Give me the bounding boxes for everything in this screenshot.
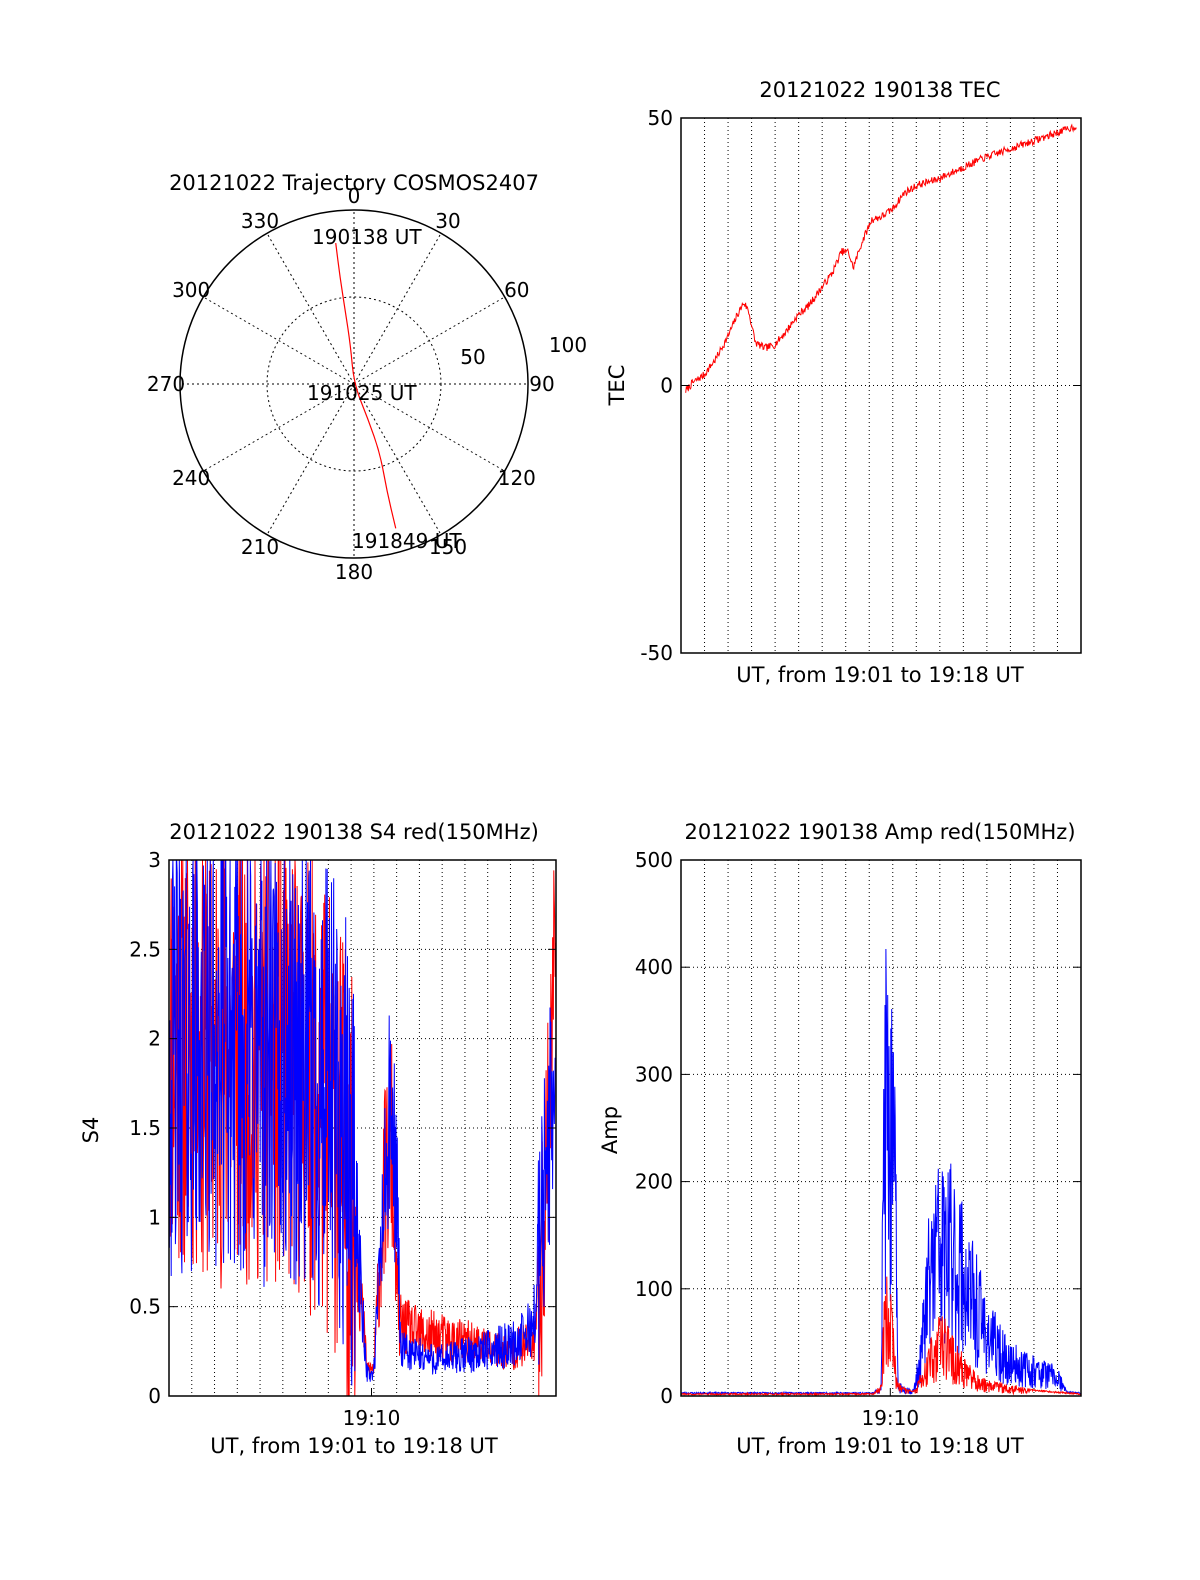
s4-x-tick-label: 19:10 xyxy=(343,1406,401,1430)
polar-azimuth-label: 150 xyxy=(429,535,467,559)
y-tick-label: -50 xyxy=(640,641,673,665)
y-tick-label: 500 xyxy=(635,848,673,872)
polar-spoke-60 xyxy=(353,296,505,385)
polar-spoke-330 xyxy=(266,233,355,385)
polar-azimuth-label: 330 xyxy=(241,209,279,233)
trajectory-polar-panel: 20121022 Trajectory COSMOS2407 0 30 60 90 12… xyxy=(147,171,587,584)
polar-azimuth-label: 210 xyxy=(241,535,279,559)
y-tick-label: 0 xyxy=(148,1384,161,1408)
polar-spoke-210 xyxy=(266,383,355,535)
polar-outer-circle xyxy=(179,209,529,559)
polar-azimuth-label: 240 xyxy=(172,466,210,490)
polar-spoke-30 xyxy=(353,233,442,385)
polar-azimuth-label: 300 xyxy=(172,278,210,302)
y-tick-label: 3 xyxy=(148,848,161,872)
polar-azimuth-label: 60 xyxy=(504,278,529,302)
s4-y-axis-label: S4 xyxy=(79,1117,103,1144)
amp-grid xyxy=(681,860,1081,1396)
polar-spoke-240 xyxy=(203,383,355,472)
polar-spoke-150 xyxy=(353,383,442,535)
amp-y-axis-label: Amp xyxy=(598,1106,622,1154)
tec-title: 20121022 190138 TEC xyxy=(759,78,1000,102)
series-line-blue xyxy=(168,859,557,1386)
y-tick-label: 300 xyxy=(635,1062,673,1086)
s4-series xyxy=(168,859,557,1397)
trajectory-title: 20121022 Trajectory COSMOS2407 xyxy=(169,171,539,195)
polar-radial-label-100: 100 xyxy=(549,333,587,357)
amp-x-axis-label: UT, from 19:01 to 19:18 UT xyxy=(736,1434,1024,1458)
amp-plot-frame xyxy=(680,859,1082,1397)
s4-x-axis-label: UT, from 19:01 to 19:18 UT xyxy=(210,1434,498,1458)
polar-azimuth-label: 270 xyxy=(147,372,185,396)
polar-azimuth-label: 0 xyxy=(348,184,361,208)
tec-series-line xyxy=(685,123,1077,393)
amp-series xyxy=(680,948,1082,1397)
polar-azimuth-label: 120 xyxy=(498,466,536,490)
polar-azimuth-label: 180 xyxy=(335,560,373,584)
amp-y-tick-labels: 0 100 200 300 400 500 xyxy=(635,848,1081,1408)
tec-panel: 20121022 190138 TEC -50 0 50 TEC UT, from … xyxy=(605,78,1082,687)
polar-azimuth-label: 30 xyxy=(435,209,460,233)
polar-azimuth-label: 90 xyxy=(529,372,554,396)
polar-azimuth-labels: 0 30 60 90 120 150 180 210 240 270 300 330 xyxy=(147,184,555,584)
trajectory-trace xyxy=(335,242,397,529)
amp-title: 20121022 190138 Amp red(150MHz) xyxy=(684,820,1075,844)
y-tick-label: 200 xyxy=(635,1170,673,1194)
polar-spoke-120 xyxy=(353,383,505,472)
amp-panel: 20121022 190138 Amp red(150MHz) 0 100 200 3… xyxy=(598,820,1082,1458)
y-tick-label: 100 xyxy=(635,1277,673,1301)
y-tick-label: 0.5 xyxy=(129,1295,161,1319)
amp-x-tick-label: 19:10 xyxy=(861,1406,919,1430)
tec-grid xyxy=(681,118,1081,653)
polar-spoke-300 xyxy=(203,296,355,385)
tec-y-tick-labels: -50 0 50 xyxy=(640,106,1081,665)
s4-title: 20121022 190138 S4 red(150MHz) xyxy=(169,820,539,844)
polar-radial-label-50: 50 xyxy=(460,345,485,369)
tec-y-axis-label: TEC xyxy=(605,365,629,407)
trajectory-mid-annotation: 191025 UT xyxy=(307,381,417,405)
series-line-blue xyxy=(680,948,1082,1396)
s4-panel: 20121022 190138 S4 red(150MHz) 0 0.5 1 1.5 2… xyxy=(79,820,557,1458)
y-tick-label: 1.5 xyxy=(129,1116,161,1140)
y-tick-label: 1 xyxy=(148,1205,161,1229)
trajectory-end-annotation: 191849 UT xyxy=(352,529,462,553)
tec-x-axis-label: UT, from 19:01 to 19:18 UT xyxy=(736,663,1024,687)
trajectory-start-annotation: 190138 UT xyxy=(312,225,422,249)
y-tick-label: 2 xyxy=(148,1027,161,1051)
series-line-red xyxy=(680,1276,1082,1397)
y-tick-label: 0 xyxy=(660,374,673,398)
y-tick-label: 50 xyxy=(648,106,673,130)
s4-y-tick-labels: 0 0.5 1 1.5 2 2.5 3 xyxy=(129,848,556,1408)
polar-spokes xyxy=(180,210,528,558)
y-tick-label: 400 xyxy=(635,955,673,979)
y-tick-label: 0 xyxy=(660,1384,673,1408)
y-tick-label: 2.5 xyxy=(129,937,161,961)
